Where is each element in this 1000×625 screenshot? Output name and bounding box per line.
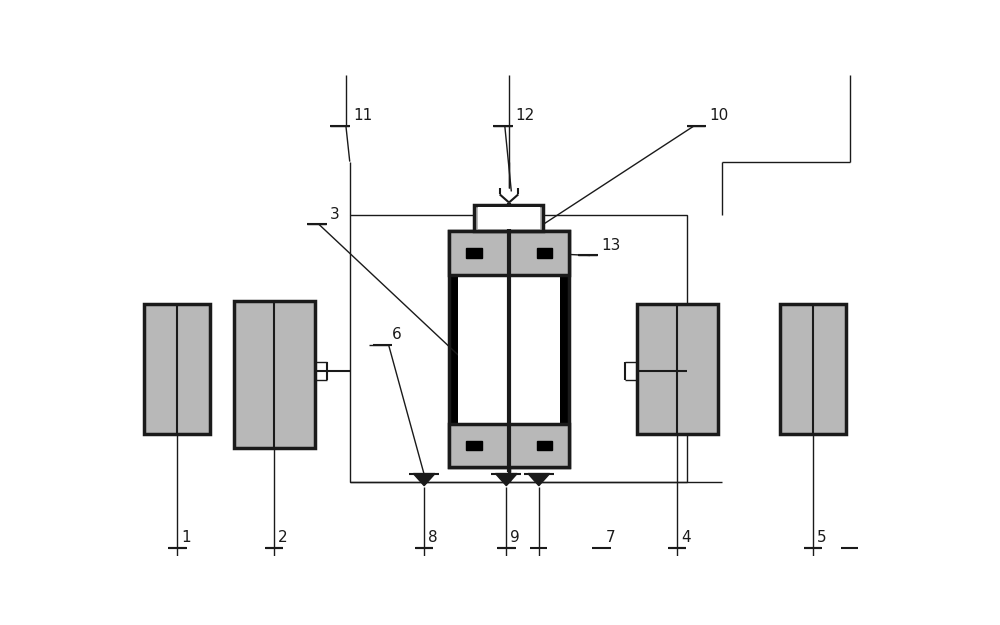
Bar — [466, 248, 482, 258]
Text: 1: 1 — [181, 530, 191, 545]
Text: 8: 8 — [428, 530, 438, 545]
Text: 4: 4 — [681, 530, 691, 545]
Text: 3: 3 — [330, 207, 339, 222]
Bar — [234, 301, 315, 448]
Text: 9: 9 — [510, 530, 520, 545]
Bar — [537, 441, 552, 451]
Text: 10: 10 — [709, 108, 729, 123]
Bar — [478, 208, 540, 229]
Text: 12: 12 — [516, 108, 535, 123]
Bar — [537, 248, 552, 258]
Polygon shape — [528, 474, 550, 486]
Text: 11: 11 — [353, 108, 372, 123]
Bar — [466, 441, 482, 451]
Text: 6: 6 — [392, 327, 401, 342]
Bar — [780, 304, 846, 434]
Text: 2: 2 — [278, 530, 288, 545]
Bar — [637, 304, 718, 434]
Bar — [449, 231, 569, 275]
Text: 13: 13 — [601, 238, 620, 253]
Bar — [474, 205, 543, 231]
Bar — [458, 237, 560, 461]
Text: 7: 7 — [606, 530, 615, 545]
Bar — [449, 231, 569, 468]
Polygon shape — [413, 474, 435, 486]
Bar — [144, 304, 210, 434]
Polygon shape — [495, 474, 517, 486]
Bar — [449, 424, 569, 468]
Bar — [350, 214, 687, 482]
Text: 5: 5 — [817, 530, 826, 545]
